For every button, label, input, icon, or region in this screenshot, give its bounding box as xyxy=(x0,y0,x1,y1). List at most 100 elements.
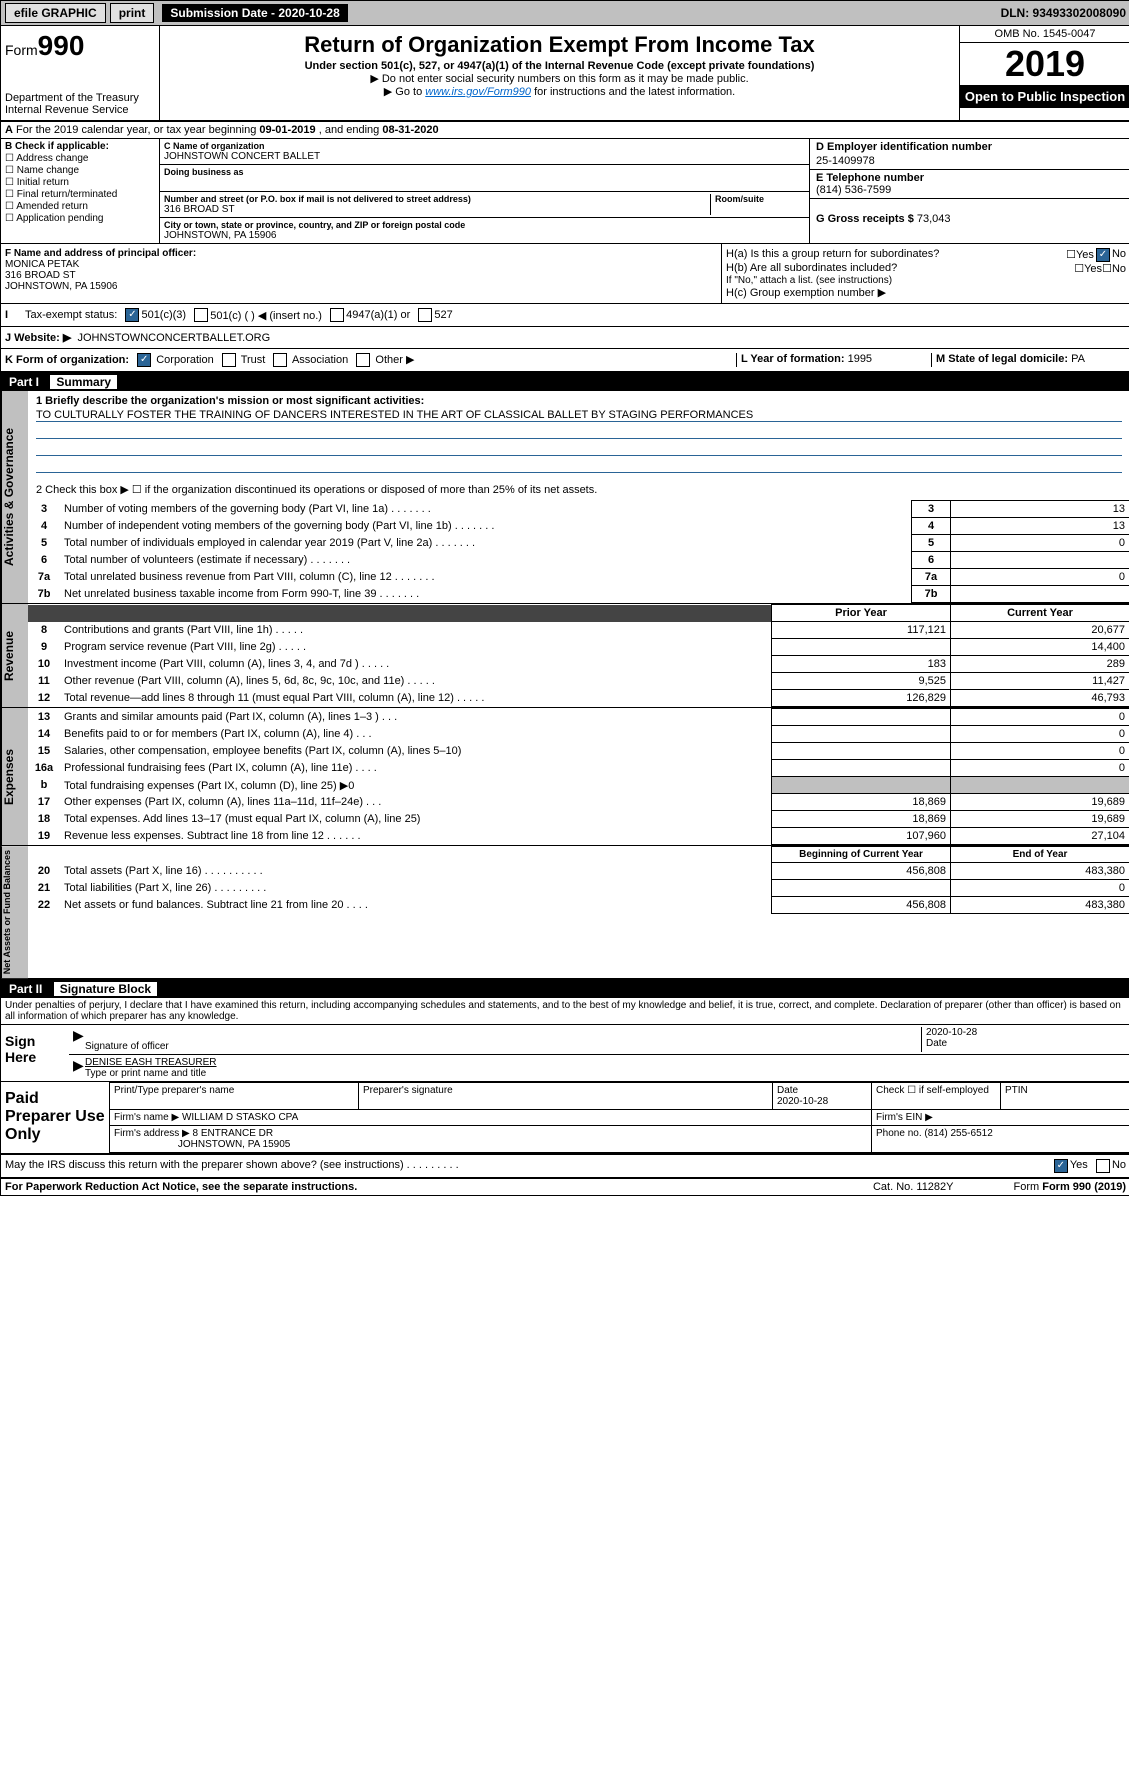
expenses-table: 13Grants and similar amounts paid (Part … xyxy=(28,708,1129,845)
check-4947[interactable] xyxy=(330,308,344,322)
goto-pre: ▶ Go to xyxy=(384,86,425,98)
mission-line4 xyxy=(36,458,1122,473)
vlabel-revenue: Revenue xyxy=(1,604,28,707)
preparer-sig-label: Preparer's signature xyxy=(359,1083,773,1110)
gross-receipts-label: G Gross receipts $ xyxy=(816,213,914,225)
h-a-label: H(a) Is this a group return for subordin… xyxy=(726,248,1066,262)
street-value: 316 BROAD ST xyxy=(164,204,710,215)
table-row: 17Other expenses (Part IX, column (A), l… xyxy=(28,794,1129,811)
section-b: B Check if applicable: ☐ Address change … xyxy=(1,139,160,243)
section-klm: K Form of organization: ✓ Corporation Tr… xyxy=(1,349,1129,373)
table-row: 11Other revenue (Part VIII, column (A), … xyxy=(28,673,1129,690)
print-button[interactable]: print xyxy=(110,3,155,23)
discuss-row: May the IRS discuss this return with the… xyxy=(1,1155,1129,1179)
check-other[interactable] xyxy=(356,353,370,367)
street-label: Number and street (or P.O. box if mail i… xyxy=(164,194,710,204)
expenses-block: Expenses 13Grants and similar amounts pa… xyxy=(1,708,1129,846)
section-a-pre: For the 2019 calendar year, or tax year … xyxy=(16,124,259,136)
h-b-label: H(b) Are all subordinates included? xyxy=(726,262,1074,275)
table-row: 16aProfessional fundraising fees (Part I… xyxy=(28,760,1129,777)
h-c-label: H(c) Group exemption number ▶ xyxy=(726,286,1126,299)
sig-date: 2020-10-28 xyxy=(926,1027,1126,1038)
vlabel-net-assets: Net Assets or Fund Balances xyxy=(1,846,28,978)
table-row: 13Grants and similar amounts paid (Part … xyxy=(28,709,1129,726)
section-c: C Name of organization JOHNSTOWN CONCERT… xyxy=(160,139,810,243)
check-self-employed[interactable]: Check ☐ if self-employed xyxy=(872,1083,1001,1110)
table-row: 22Net assets or fund balances. Subtract … xyxy=(28,897,1129,914)
sig-date-label: Date xyxy=(926,1038,1126,1049)
check-application-pending[interactable]: ☐ Application pending xyxy=(5,213,155,224)
check-amended-return[interactable]: ☐ Amended return xyxy=(5,201,155,212)
check-trust[interactable] xyxy=(222,353,236,367)
irs-link[interactable]: www.irs.gov/Form990 xyxy=(425,86,531,98)
header-center: Return of Organization Exempt From Incom… xyxy=(160,26,959,120)
officer-street: 316 BROAD ST xyxy=(5,270,76,281)
form-prefix: Form xyxy=(5,42,38,58)
m-value: PA xyxy=(1071,353,1085,365)
discuss-no-check[interactable] xyxy=(1096,1159,1110,1173)
check-final-return[interactable]: ☐ Final return/terminated xyxy=(5,189,155,200)
net-assets-table: Beginning of Current Year End of Year 20… xyxy=(28,846,1129,914)
h-a-no-checked[interactable]: ✓ xyxy=(1096,248,1110,262)
section-i: I Tax-exempt status: ✓ 501(c)(3) 501(c) … xyxy=(1,304,1129,327)
check-corporation[interactable]: ✓ xyxy=(137,353,151,367)
tax-status-label: Tax-exempt status: xyxy=(25,309,117,321)
pra-notice: For Paperwork Reduction Act Notice, see … xyxy=(5,1181,357,1193)
preparer-date: 2020-10-28 xyxy=(777,1096,828,1107)
dept-treasury: Department of the Treasury xyxy=(5,92,155,104)
table-row: 5Total number of individuals employed in… xyxy=(28,535,1129,552)
officer-city: JOHNSTOWN, PA 15906 xyxy=(5,281,117,292)
org-name-label: C Name of organization xyxy=(164,141,805,151)
line2-text: 2 Check this box ▶ ☐ if the organization… xyxy=(28,479,1129,500)
perjury-declaration: Under penalties of perjury, I declare th… xyxy=(1,998,1129,1025)
ein-value: 25-1409978 xyxy=(816,155,1124,167)
tax-year-end: 08-31-2020 xyxy=(382,124,438,136)
tax-year: 2019 xyxy=(960,43,1129,85)
check-initial-return[interactable]: ☐ Initial return xyxy=(5,177,155,188)
k-label: K Form of organization: xyxy=(5,354,129,366)
col-beginning-year: Beginning of Current Year xyxy=(772,847,951,863)
col-current-year: Current Year xyxy=(951,605,1129,622)
form-header: Form990 Department of the Treasury Inter… xyxy=(1,26,1129,122)
phone-value: (814) 536-7599 xyxy=(816,184,1124,196)
note-goto: ▶ Go to www.irs.gov/Form990 for instruct… xyxy=(164,85,955,98)
check-501c[interactable] xyxy=(194,308,208,322)
firm-name-label: Firm's name ▶ xyxy=(114,1112,179,1123)
l-value: 1995 xyxy=(848,353,872,365)
check-address-change[interactable]: ☐ Address change xyxy=(5,153,155,164)
l-label: L Year of formation: xyxy=(741,353,845,365)
part1-header: Part I Summary xyxy=(1,373,1129,391)
phone-label: E Telephone number xyxy=(816,172,924,184)
form-number: 990 xyxy=(38,30,85,61)
part2-label: Part II xyxy=(9,982,42,996)
firm-addr-label: Firm's address ▶ xyxy=(114,1128,190,1139)
efile-graphic-button[interactable]: efile GRAPHIC xyxy=(5,3,106,23)
form-990-footer: Form Form 990 (2019) xyxy=(1014,1181,1127,1193)
officer-name: MONICA PETAK xyxy=(5,259,79,270)
h-a-yes[interactable]: ☐Yes xyxy=(1066,248,1094,262)
vlabel-governance: Activities & Governance xyxy=(1,391,28,603)
vlabel-expenses: Expenses xyxy=(1,708,28,845)
ein-label: D Employer identification number xyxy=(816,141,992,153)
discuss-yes-check[interactable]: ✓ xyxy=(1054,1159,1068,1173)
check-527[interactable] xyxy=(418,308,432,322)
mission-block: 1 Briefly describe the organization's mi… xyxy=(28,391,1129,479)
table-row: 4Number of independent voting members of… xyxy=(28,518,1129,535)
section-b-label: B Check if applicable: xyxy=(5,141,155,152)
website-label: J Website: ▶ xyxy=(5,332,71,344)
omb-number: OMB No. 1545-0047 xyxy=(960,26,1129,43)
h-b-note: If "No," attach a list. (see instruction… xyxy=(726,275,1126,286)
check-name-change[interactable]: ☐ Name change xyxy=(5,165,155,176)
preparer-date-label: Date xyxy=(777,1085,798,1096)
part2-header: Part II Signature Block xyxy=(1,980,1129,998)
h-b-yes[interactable]: ☐Yes xyxy=(1074,262,1102,275)
h-b-no[interactable]: ☐No xyxy=(1102,262,1126,275)
dba-label: Doing business as xyxy=(164,167,805,177)
section-a-mid: , and ending xyxy=(316,124,383,136)
sig-arrow-icon: ▶ xyxy=(73,1027,85,1052)
note-ssn: ▶ Do not enter social security numbers o… xyxy=(164,72,955,85)
check-501c3[interactable]: ✓ xyxy=(125,308,139,322)
submission-date-badge: Submission Date - 2020-10-28 xyxy=(162,4,347,22)
mission-line2 xyxy=(36,424,1122,439)
check-association[interactable] xyxy=(273,353,287,367)
